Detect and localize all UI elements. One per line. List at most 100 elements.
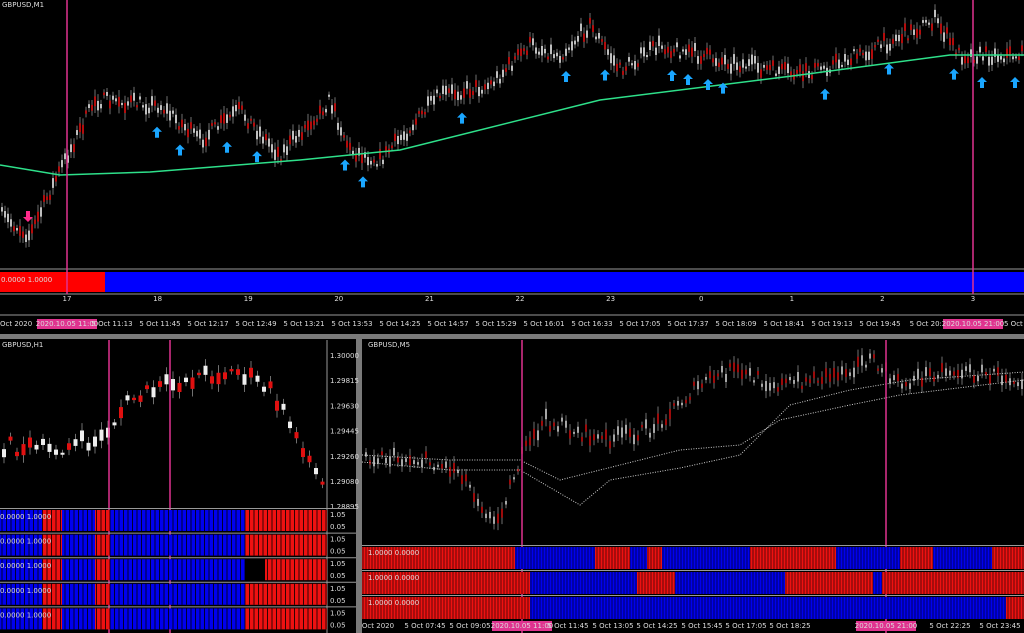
indicator-bars (873, 572, 882, 594)
indicator-bars (0, 583, 42, 605)
candle (808, 71, 810, 78)
candle (255, 375, 260, 382)
candle (1003, 58, 1005, 63)
candle (658, 35, 660, 47)
candle (901, 383, 903, 389)
candle (148, 107, 150, 114)
time-label: 5 Oct 14:25 (379, 320, 420, 328)
candle (43, 195, 45, 202)
candle (412, 124, 414, 131)
candle (681, 402, 683, 406)
scale-label: 1.05 (330, 560, 346, 568)
candle (477, 498, 479, 506)
candle (781, 63, 783, 70)
candle (376, 164, 378, 167)
candle (457, 91, 459, 101)
candle (413, 460, 415, 465)
candle (229, 369, 234, 372)
candle (301, 132, 303, 140)
time-label: 5 Oct 19:45 (859, 320, 900, 328)
candle (294, 432, 299, 439)
candle (288, 421, 292, 429)
candle (175, 114, 177, 124)
indicator-bars (675, 572, 785, 594)
candle (949, 370, 951, 376)
buy-arrow (667, 70, 677, 81)
candle (733, 362, 735, 372)
candle (633, 434, 635, 445)
candle (809, 379, 811, 384)
candle (307, 120, 309, 131)
candle (60, 452, 65, 455)
candle (61, 160, 63, 168)
candle (190, 122, 192, 129)
price-label: 1.29080 (330, 478, 359, 486)
candle (793, 380, 795, 384)
candle (973, 59, 975, 63)
candle (832, 60, 834, 65)
label: 0.0000 1.0000 (0, 513, 51, 521)
candle (967, 57, 969, 64)
candle (25, 234, 27, 242)
candle (79, 123, 81, 132)
time-highlight (856, 621, 916, 631)
candle (469, 89, 471, 98)
candle (1021, 45, 1023, 52)
candle (799, 64, 801, 72)
candle (883, 32, 885, 41)
candle (549, 425, 551, 432)
candle (559, 55, 561, 63)
candle (865, 51, 867, 61)
buy-arrow (175, 144, 185, 156)
candle (389, 456, 391, 467)
indicator-bars (530, 572, 637, 594)
buy-arrow (703, 79, 713, 90)
candle (393, 447, 395, 456)
candle (268, 138, 270, 147)
time-label: 5 Oct 18:09 (715, 320, 756, 328)
candle (280, 159, 282, 162)
indicator-bars (637, 572, 675, 594)
candle (641, 424, 643, 428)
candle (881, 368, 883, 373)
indicator-bars (95, 559, 110, 581)
candle (889, 43, 891, 51)
candle (897, 373, 899, 382)
candle (274, 149, 276, 160)
candle (793, 73, 795, 80)
candle (472, 91, 474, 95)
candle (781, 378, 783, 385)
candle (653, 424, 655, 433)
candle (694, 43, 696, 52)
candle (853, 49, 855, 52)
candle (202, 139, 204, 148)
candle (82, 124, 84, 134)
candle (844, 54, 846, 62)
candle (403, 131, 405, 140)
candle (289, 135, 291, 145)
candle (685, 49, 687, 55)
candle (13, 226, 15, 232)
candle (1012, 56, 1014, 60)
candle (751, 54, 753, 65)
candle (953, 371, 955, 376)
candle (286, 146, 288, 155)
candle (952, 38, 954, 46)
candle (445, 85, 447, 95)
candle (381, 451, 383, 456)
candle (857, 356, 859, 367)
candle (712, 58, 714, 63)
candle (526, 50, 528, 56)
candle (1001, 375, 1003, 386)
candle (910, 24, 912, 31)
candle (73, 144, 75, 153)
candle (406, 133, 408, 141)
time-highlight (37, 319, 97, 329)
candle (917, 368, 919, 379)
candle (373, 456, 375, 467)
price-label: 1.29445 (330, 428, 359, 436)
candle (442, 85, 444, 94)
candle (717, 373, 719, 377)
candle (424, 111, 426, 115)
candle (785, 378, 787, 384)
